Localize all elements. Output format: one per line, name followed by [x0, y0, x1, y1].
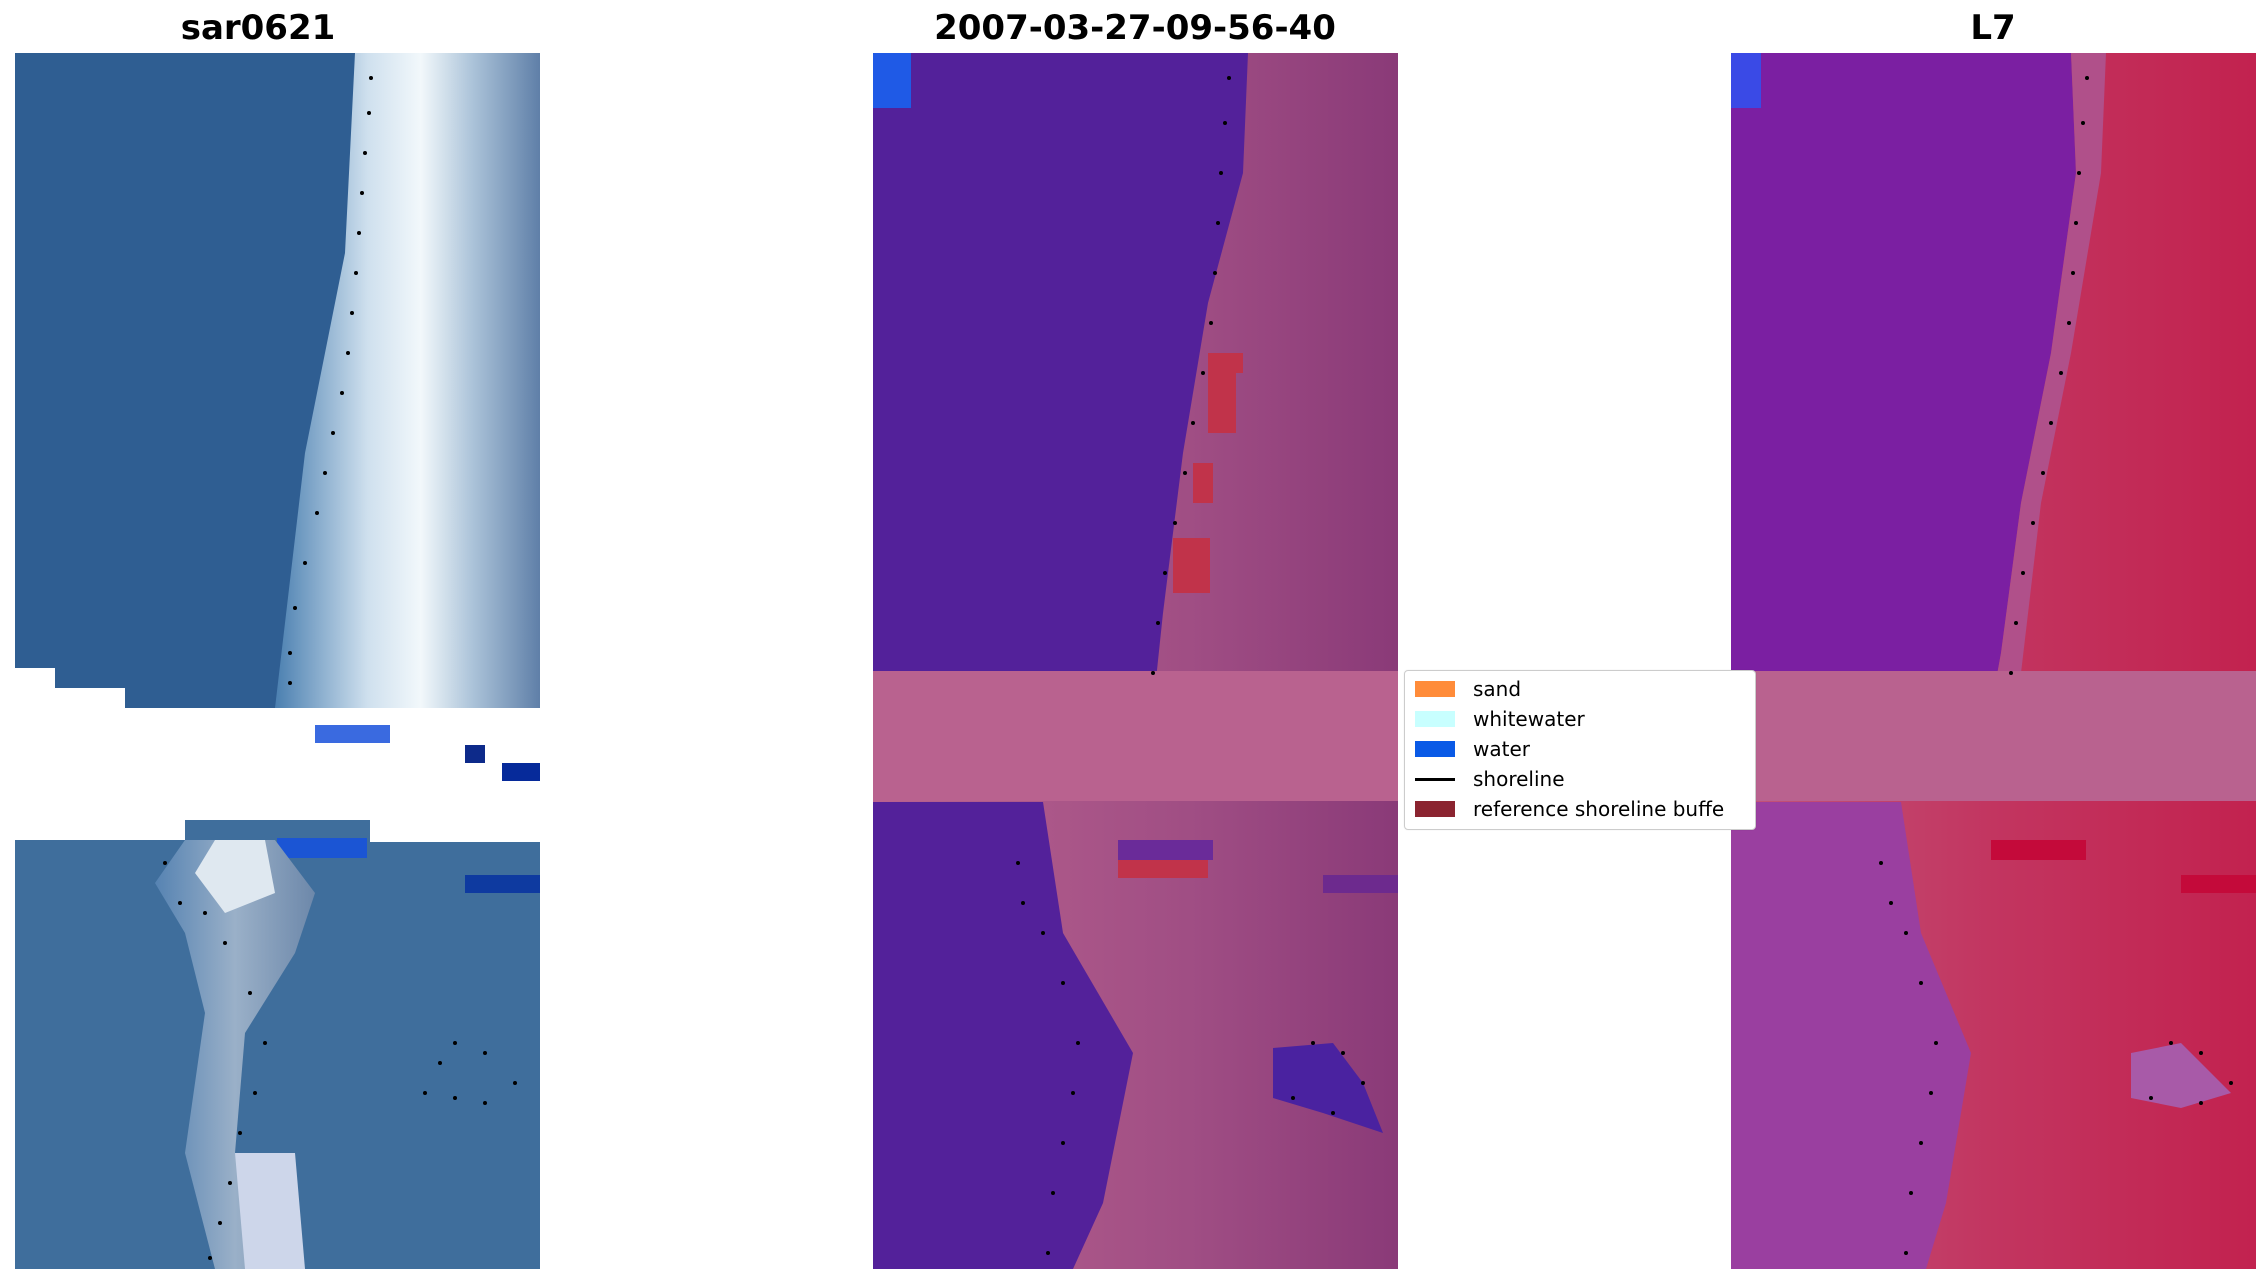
rgb-image	[15, 53, 540, 1269]
index-panel	[1731, 53, 2256, 1269]
legend-item-reference-buffer: reference shoreline buffe	[1415, 794, 1724, 824]
legend-label: water	[1473, 737, 1530, 761]
classification-panel	[873, 53, 1398, 1269]
buffer-swatch	[1415, 801, 1455, 817]
water-swatch	[1415, 741, 1455, 757]
shoreline-line-swatch	[1415, 777, 1455, 781]
index-image	[1731, 53, 2256, 1269]
legend-label: whitewater	[1473, 707, 1585, 731]
rgb-image-panel	[15, 53, 540, 1269]
panel-title-classification: 2007-03-27-09-56-40	[934, 8, 1336, 48]
sand-swatch	[1415, 681, 1455, 697]
legend: sand whitewater water shoreline referenc…	[1404, 670, 1756, 830]
legend-item-shoreline: shoreline	[1415, 764, 1565, 794]
whitewater-swatch	[1415, 711, 1455, 727]
panel-title-index: L7	[1970, 8, 2016, 48]
panel-title-rgb: sar0621	[180, 8, 336, 48]
legend-label: sand	[1473, 677, 1522, 701]
classification-image	[873, 53, 1398, 1269]
legend-label: shoreline	[1473, 767, 1565, 791]
legend-item-water: water	[1415, 734, 1530, 764]
legend-item-sand: sand	[1415, 674, 1521, 704]
legend-label: reference shoreline buffe	[1473, 797, 1725, 821]
legend-item-whitewater: whitewater	[1415, 704, 1585, 734]
